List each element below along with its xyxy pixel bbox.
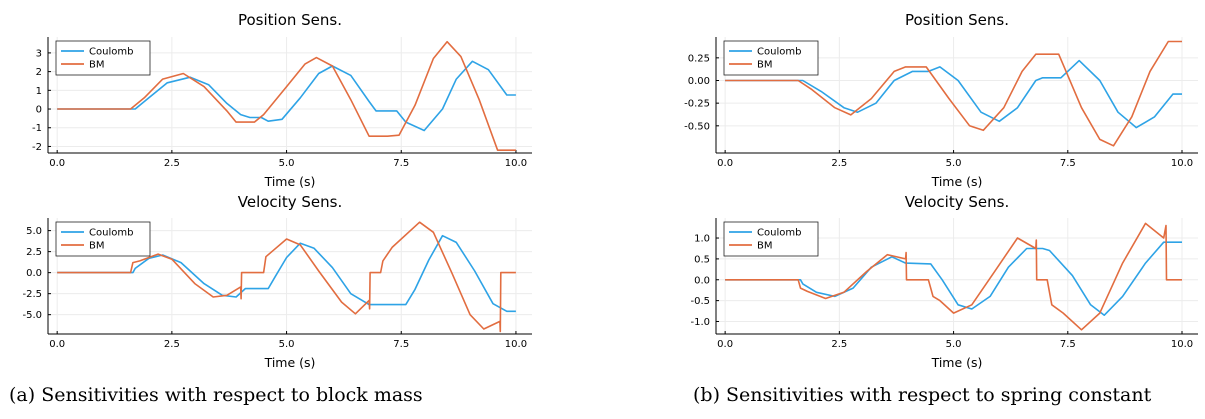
chart-title: Position Sens.: [238, 11, 342, 29]
legend-label-bm: BM: [89, 60, 105, 71]
y-tick-label: -1: [32, 123, 42, 134]
series-line-bm: [57, 40, 516, 151]
legend-box: [55, 40, 151, 76]
y-tick-label: -2.5: [22, 289, 42, 300]
series-line-bm: [725, 222, 1182, 331]
series-line-bm: [57, 221, 516, 333]
x-tick-label: 10.0: [505, 158, 527, 169]
y-tick-label: -2: [32, 142, 42, 153]
y-tick-label: 0.00: [688, 76, 710, 87]
legend-label-bm: BM: [757, 60, 773, 71]
legend-label-coulomb: Coulomb: [89, 47, 133, 58]
x-tick-label: 10.0: [505, 339, 527, 350]
x-tick-label: 5.0: [946, 339, 962, 350]
y-tick-label: 0.5: [694, 254, 710, 265]
y-tick-label: -0.50: [684, 121, 710, 132]
series-line-coulomb: [725, 241, 1182, 316]
x-tick-label: 7.5: [1060, 158, 1076, 169]
legend-label-bm: BM: [89, 241, 105, 252]
x-tick-label: 5.0: [946, 158, 962, 169]
y-tick-label: -5.0: [22, 310, 42, 321]
legend-label-coulomb: Coulomb: [757, 47, 801, 58]
caption-a: (a) Sensitivities with respect to block …: [9, 384, 423, 406]
x-tick-label: 5.0: [279, 158, 295, 169]
x-tick-label: 10.0: [1171, 158, 1193, 169]
x-tick-label: 0.0: [717, 158, 733, 169]
x-axis-label: Time (s): [264, 174, 316, 189]
y-tick-label: -0.25: [684, 99, 710, 110]
chart-a-pos: 0.0 2.5 5.0 7.5 10.0 -2 -1 0 1 2 3 Position Sens. Ti…: [32, 11, 532, 189]
x-tick-label: 2.5: [831, 158, 847, 169]
chart-b-pos: 0.0 2.5 5.0 7.5 10.0 -0.50 -0.25 0.00 0.25 Positi…: [684, 11, 1198, 189]
legend-label-bm: BM: [757, 241, 773, 252]
x-axis-label: Time (s): [931, 355, 983, 370]
x-tick-label: 2.5: [164, 158, 180, 169]
series-line-coulomb: [57, 60, 516, 132]
y-tick-label: -1.0: [690, 317, 710, 328]
chart-title: Velocity Sens.: [905, 193, 1009, 211]
caption-b: (b) Sensitivities with respect to spring…: [693, 384, 1152, 406]
y-tick-label: -0.5: [690, 296, 710, 307]
x-tick-label: 2.5: [831, 339, 847, 350]
y-tick-label: 0.0: [26, 268, 42, 279]
x-tick-label: 0.0: [49, 339, 65, 350]
y-tick-label: 3: [36, 48, 42, 59]
legend-label-coulomb: Coulomb: [89, 228, 133, 239]
chart-title: Position Sens.: [905, 11, 1009, 29]
chart-b-vel: 0.0 2.5 5.0 7.5 10.0 -1.0 -0.5 0.0 0.5 1.0 Velocit…: [690, 193, 1198, 370]
y-tick-label: 1.0: [694, 234, 710, 245]
x-tick-label: 7.5: [1060, 339, 1076, 350]
x-axis-label: Time (s): [931, 174, 983, 189]
series-line-bm: [725, 40, 1182, 147]
x-tick-label: 2.5: [164, 339, 180, 350]
x-tick-label: 7.5: [393, 158, 409, 169]
y-tick-label: 0: [36, 105, 42, 116]
chart-a-vel: 0.0 2.5 5.0 7.5 10.0 -5.0 -2.5 0.0 2.5 5.0 Velocit…: [22, 193, 532, 370]
x-tick-label: 5.0: [279, 339, 295, 350]
x-tick-label: 0.0: [49, 158, 65, 169]
legend-box: [723, 221, 819, 257]
y-tick-label: 0.0: [694, 275, 710, 286]
legend-label-coulomb: Coulomb: [757, 228, 801, 239]
y-tick-label: 2.5: [26, 247, 42, 258]
chart-title: Velocity Sens.: [238, 193, 342, 211]
x-axis-label: Time (s): [264, 355, 316, 370]
legend-box: [723, 40, 819, 76]
y-tick-label: 2: [36, 67, 42, 78]
y-tick-label: 1: [36, 86, 42, 97]
x-tick-label: 7.5: [393, 339, 409, 350]
x-tick-label: 0.0: [717, 339, 733, 350]
legend-box: [55, 221, 151, 257]
x-tick-label: 10.0: [1171, 339, 1193, 350]
y-tick-label: 5.0: [26, 226, 42, 237]
y-tick-label: 0.25: [688, 53, 710, 64]
